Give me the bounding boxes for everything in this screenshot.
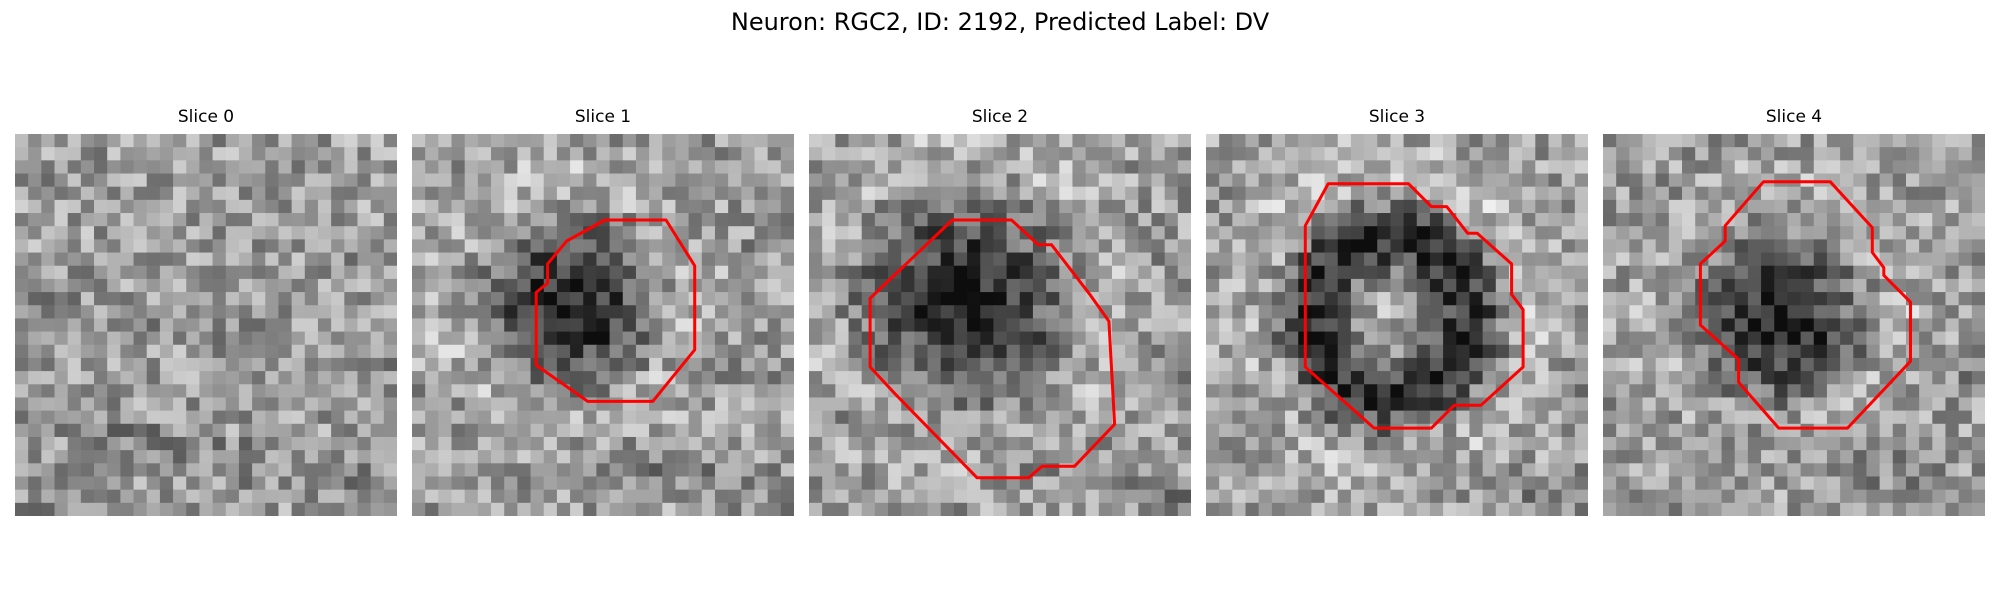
roi-contour-2 — [868, 218, 1117, 480]
slice-panel-3: Slice 3 — [1206, 106, 1588, 516]
slice-image-4 — [1603, 134, 1985, 516]
slice-image-0 — [15, 134, 397, 516]
slice-panel-4: Slice 4 — [1603, 106, 1985, 516]
slice-title-1: Slice 1 — [574, 107, 632, 127]
slice-panel-0: Slice 0 — [15, 106, 397, 516]
slice-image-1 — [412, 134, 794, 516]
slice-title-0: Slice 0 — [177, 107, 235, 127]
slice-title-2: Slice 2 — [971, 107, 1029, 127]
slice-panel-1: Slice 1 — [412, 106, 794, 516]
slice-title-3: Slice 3 — [1368, 107, 1426, 127]
slice-panel-2: Slice 2 — [809, 106, 1191, 516]
roi-contour-3 — [1303, 182, 1525, 430]
slice-title-4: Slice 4 — [1765, 107, 1823, 127]
slice-image-3 — [1206, 134, 1588, 516]
roi-contour-1 — [534, 218, 697, 403]
roi-contour-4 — [1698, 180, 1912, 430]
figure-title: Neuron: RGC2, ID: 2192, Predicted Label:… — [730, 8, 1270, 36]
slice-image-2 — [809, 134, 1191, 516]
